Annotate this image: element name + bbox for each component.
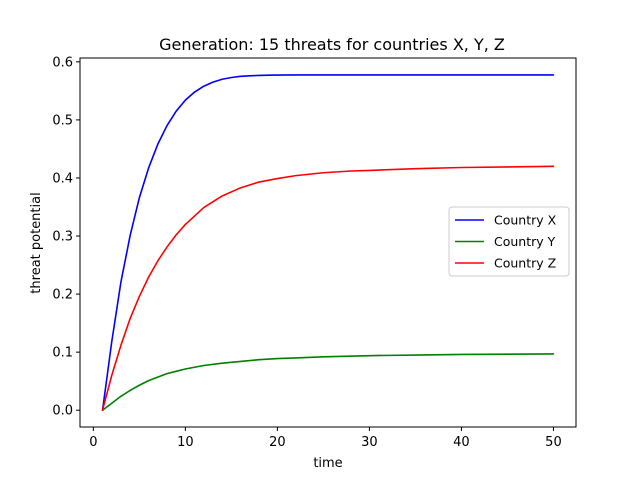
legend-label-country-x: Country X — [494, 213, 557, 228]
y-tick-label: 0.3 — [52, 230, 73, 245]
x-tick-label: 20 — [269, 435, 286, 450]
legend-box — [448, 206, 570, 277]
y-axis: 0.0 0.1 0.2 0.3 0.4 0.5 0.6 — [52, 55, 80, 419]
x-axis-label: time — [313, 456, 342, 471]
series-line-country-y — [101, 353, 555, 412]
legend-label-country-z: Country Z — [494, 256, 556, 271]
y-axis-label: threat potential — [29, 192, 44, 293]
x-tick-label: 0 — [89, 435, 97, 450]
legend: Country X Country Y Country Z — [448, 206, 570, 277]
chart-title: Generation: 15 threats for countries X, … — [159, 35, 505, 54]
y-tick-label: 0.6 — [52, 55, 73, 70]
x-tick-label: 40 — [453, 435, 470, 450]
x-tick-label: 50 — [545, 435, 562, 450]
x-tick-label: 10 — [177, 435, 194, 450]
y-tick-label: 0.5 — [52, 113, 73, 128]
x-axis: 0 10 20 30 40 50 — [89, 427, 562, 450]
y-tick-label: 0.0 — [52, 404, 73, 419]
plot-area-frame — [79, 57, 577, 428]
legend-entries: Country X Country Y Country Z — [455, 213, 557, 271]
y-tick-label: 0.1 — [52, 346, 73, 361]
x-tick-label: 30 — [361, 435, 378, 450]
y-tick-label: 0.4 — [52, 171, 73, 186]
legend-label-country-y: Country Y — [494, 234, 556, 249]
series-line-country-z — [101, 165, 555, 412]
series-line-country-x — [101, 74, 555, 412]
y-tick-label: 0.2 — [52, 288, 73, 303]
plot-lines — [101, 74, 555, 412]
